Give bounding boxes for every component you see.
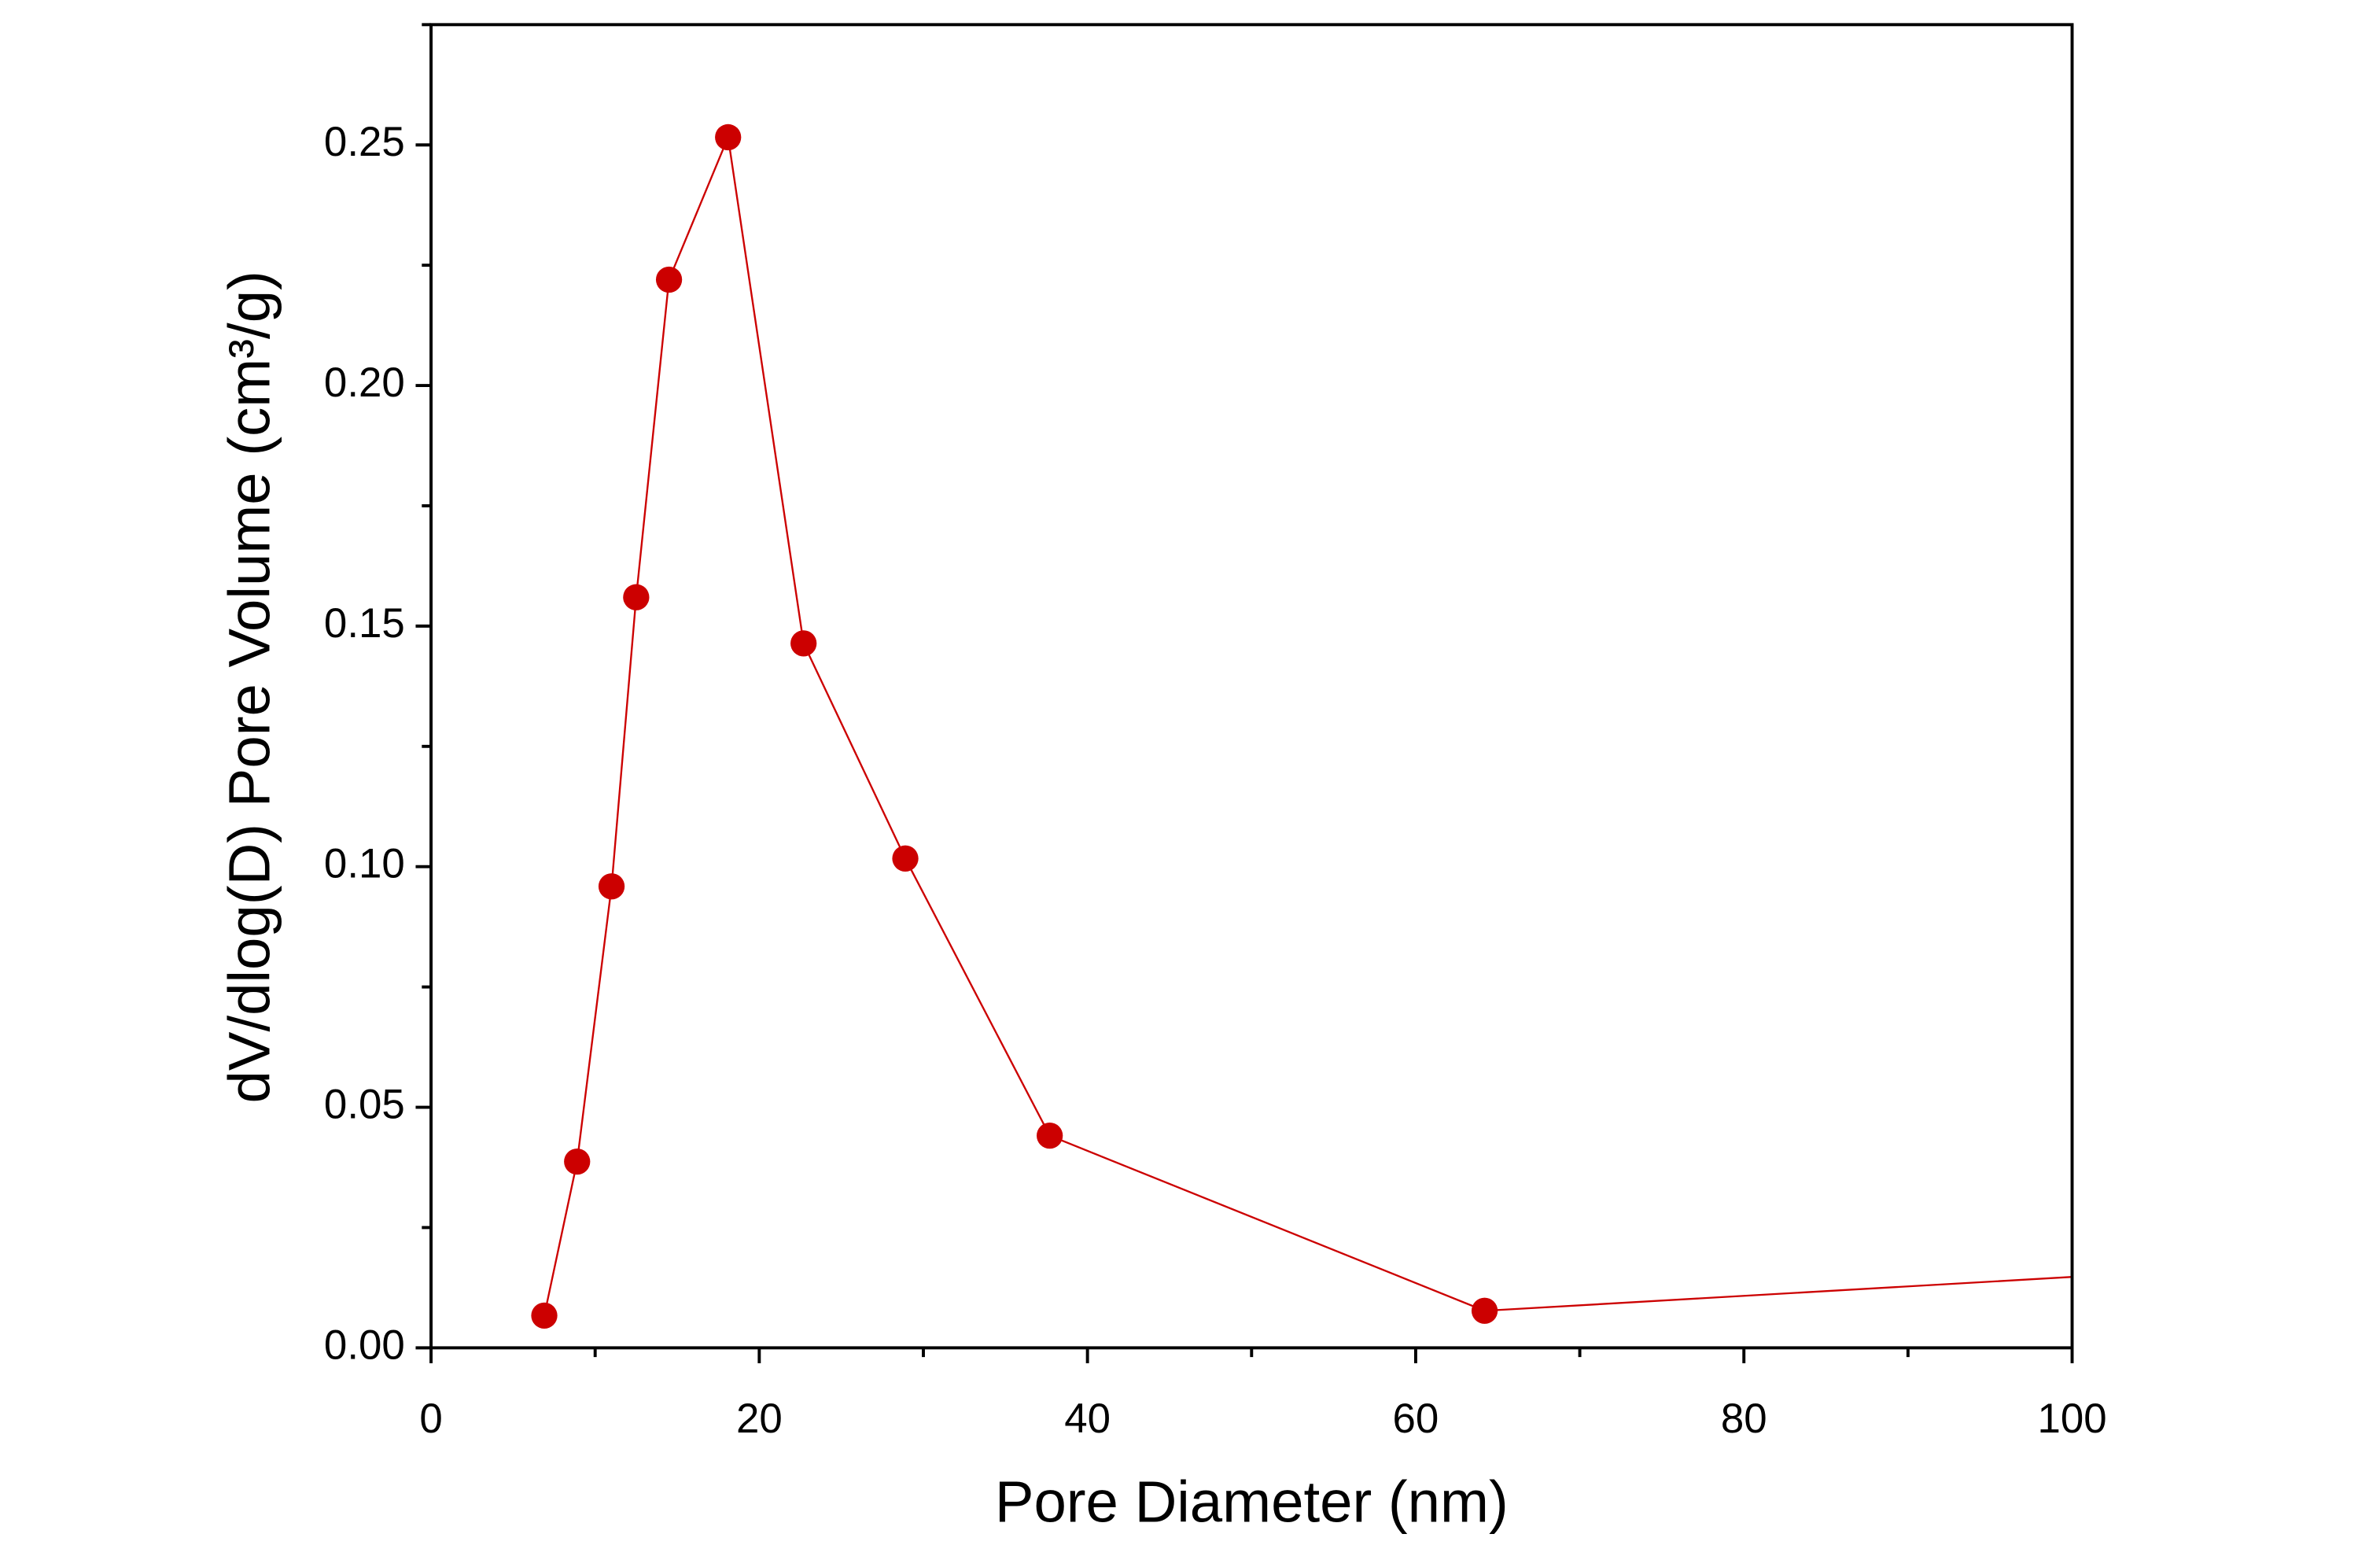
y-tick-label: 0.25 <box>324 119 405 165</box>
x-tick-label: 60 <box>1393 1396 1439 1442</box>
x-tick-label: 0 <box>419 1396 442 1442</box>
data-point <box>598 873 625 900</box>
data-point <box>892 845 919 872</box>
y-tick-label: 0.15 <box>324 600 405 647</box>
data-point <box>623 584 650 610</box>
x-axis-label: Pore Diameter (nm) <box>995 1469 1509 1535</box>
y-tick-label: 0.05 <box>324 1081 405 1127</box>
data-point <box>790 630 817 657</box>
y-tick-label: 0.00 <box>324 1322 405 1368</box>
data-point <box>564 1149 591 1175</box>
data-point <box>1037 1122 1063 1149</box>
data-point <box>655 266 683 293</box>
data-point <box>1471 1297 1498 1324</box>
y-tick-label: 0.20 <box>324 360 405 406</box>
x-tick-label: 40 <box>1064 1396 1111 1442</box>
x-tick-label: 100 <box>2037 1396 2106 1442</box>
plot-area <box>531 124 2249 1329</box>
x-tick-label: 20 <box>736 1396 783 1442</box>
series-line <box>543 134 2072 1316</box>
data-point <box>531 1302 558 1329</box>
y-tick-label: 0.10 <box>324 841 405 887</box>
plot-frame <box>429 23 2074 1350</box>
y-axis-label: dV/dlog(D) Pore Volume (cm³/g) <box>217 271 282 1103</box>
data-point <box>2223 1255 2249 1281</box>
data-point <box>715 124 742 151</box>
x-tick-label: 80 <box>1721 1396 1767 1442</box>
